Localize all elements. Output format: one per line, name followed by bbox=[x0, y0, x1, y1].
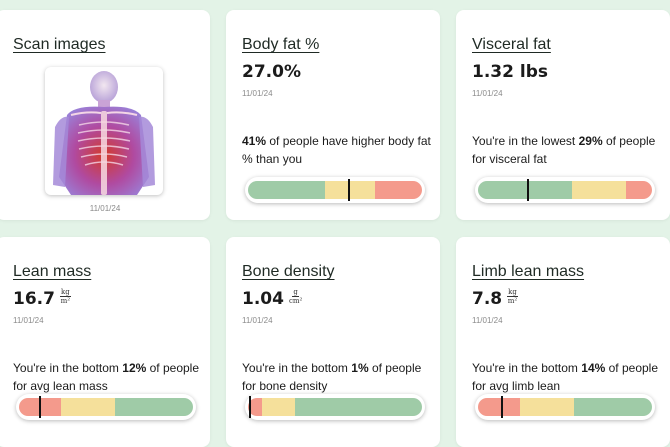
visceral-fat-range-bar bbox=[475, 177, 655, 203]
limb-lean-mass-desc-post: of people for avg limb lean bbox=[472, 361, 659, 393]
range-bar-track bbox=[19, 398, 193, 416]
lean-mass-card: Lean mass 16.7 kg m² 11/01/24 You're in … bbox=[0, 237, 210, 447]
range-bar-segment bbox=[261, 398, 295, 416]
visceral-fat-card: Visceral fat 1.32 lbs 11/01/24 You're in… bbox=[456, 10, 670, 220]
limb-lean-mass-link[interactable]: Limb lean mass bbox=[472, 263, 585, 280]
limb-lean-mass-date: 11/01/24 bbox=[472, 316, 503, 325]
range-bar-marker bbox=[38, 396, 41, 418]
scan-images-link[interactable]: Scan images bbox=[13, 36, 106, 53]
lean-mass-desc-percent: 12% bbox=[122, 361, 147, 375]
lean-mass-unit-den: m² bbox=[60, 297, 71, 305]
bone-density-value: 1.04 g cm² bbox=[242, 288, 302, 309]
scan-images-card: Scan images bbox=[0, 10, 210, 220]
visceral-fat-desc-post: of people for visceral fat bbox=[472, 134, 656, 166]
lean-mass-desc-pre: You're in the bottom bbox=[13, 361, 123, 375]
body-fat-value: 27.0% bbox=[242, 62, 301, 82]
body-fat-range-bar bbox=[245, 177, 425, 203]
bone-density-link[interactable]: Bone density bbox=[242, 263, 335, 280]
bone-density-unit-num: g bbox=[292, 288, 299, 297]
bone-density-desc-percent: 1% bbox=[351, 361, 369, 375]
bone-density-range-bar bbox=[245, 394, 425, 420]
lean-mass-desc-post: of people for avg lean mass bbox=[13, 361, 200, 393]
range-bar-segment bbox=[248, 181, 325, 199]
range-bar-track bbox=[478, 398, 652, 416]
body-fat-value-text: 27.0% bbox=[242, 62, 301, 82]
limb-lean-mass-desc-pre: You're in the bottom bbox=[472, 361, 582, 375]
limb-lean-mass-value-text: 7.8 bbox=[472, 289, 503, 309]
visceral-fat-value: 1.32 lbs bbox=[472, 62, 548, 82]
limb-lean-mass-card: Limb lean mass 7.8 kg m² 11/01/24 You're… bbox=[456, 237, 670, 447]
lean-mass-value: 16.7 kg m² bbox=[13, 288, 71, 309]
bone-density-description: You're in the bottom 1% of people for bo… bbox=[242, 359, 437, 395]
range-bar-segment bbox=[248, 398, 262, 416]
range-bar-segment bbox=[519, 398, 574, 416]
lean-mass-unit: kg m² bbox=[59, 288, 71, 305]
limb-lean-mass-unit-den: m² bbox=[507, 297, 518, 305]
range-bar-marker bbox=[347, 179, 350, 201]
limb-lean-mass-value: 7.8 kg m² bbox=[472, 288, 518, 309]
bone-density-value-text: 1.04 bbox=[242, 289, 284, 309]
body-fat-desc-post: of people have higher body fat % than yo… bbox=[242, 134, 431, 166]
range-bar-marker bbox=[501, 396, 504, 418]
body-scan-image[interactable] bbox=[45, 67, 163, 195]
bone-density-card: Bone density 1.04 g cm² 11/01/24 You're … bbox=[226, 237, 440, 447]
lean-mass-date: 11/01/24 bbox=[13, 316, 44, 325]
range-bar-segment bbox=[478, 181, 572, 199]
lean-mass-unit-num: kg bbox=[59, 288, 71, 297]
range-bar-marker bbox=[527, 179, 530, 201]
limb-lean-mass-unit-num: kg bbox=[507, 288, 518, 297]
lean-mass-description: You're in the bottom 12% of people for a… bbox=[13, 359, 208, 395]
limb-lean-mass-range-bar bbox=[475, 394, 655, 420]
range-bar-segment bbox=[60, 398, 115, 416]
body-fat-date: 11/01/24 bbox=[242, 89, 273, 98]
bone-density-desc-post: of people for bone density bbox=[242, 361, 422, 393]
range-bar-segment bbox=[294, 398, 422, 416]
body-fat-desc-percent: 41% bbox=[242, 134, 267, 148]
visceral-fat-desc-percent: 29% bbox=[578, 134, 603, 148]
range-bar-track bbox=[478, 181, 652, 199]
lean-mass-link[interactable]: Lean mass bbox=[13, 263, 92, 280]
visceral-fat-desc-pre: You're in the lowest bbox=[472, 134, 579, 148]
range-bar-track bbox=[248, 398, 422, 416]
bone-density-unit-den: cm² bbox=[288, 297, 303, 305]
body-scan-icon bbox=[53, 71, 155, 195]
limb-lean-mass-description: You're in the bottom 14% of people for a… bbox=[472, 359, 667, 395]
bone-density-date: 11/01/24 bbox=[242, 316, 273, 325]
range-bar-marker bbox=[248, 396, 251, 418]
range-bar-segment bbox=[114, 398, 193, 416]
body-fat-description: 41% of people have higher body fat % tha… bbox=[242, 132, 437, 168]
scan-date: 11/01/24 bbox=[89, 204, 121, 213]
visceral-fat-value-text: 1.32 lbs bbox=[472, 62, 548, 82]
bone-density-desc-pre: You're in the bottom bbox=[242, 361, 352, 375]
visceral-fat-description: You're in the lowest 29% of people for v… bbox=[472, 132, 667, 168]
body-fat-card: Body fat % 27.0% 11/01/24 41% of people … bbox=[226, 10, 440, 220]
limb-lean-mass-unit: kg m² bbox=[507, 288, 518, 305]
range-bar-segment bbox=[573, 398, 652, 416]
visceral-fat-date: 11/01/24 bbox=[472, 89, 503, 98]
range-bar-segment bbox=[375, 181, 422, 199]
lean-mass-value-text: 16.7 bbox=[13, 289, 55, 309]
bone-density-unit: g cm² bbox=[289, 288, 302, 305]
limb-lean-mass-desc-percent: 14% bbox=[581, 361, 606, 375]
range-bar-segment bbox=[478, 398, 520, 416]
lean-mass-range-bar bbox=[16, 394, 196, 420]
visceral-fat-link[interactable]: Visceral fat bbox=[472, 36, 551, 53]
range-bar-segment bbox=[625, 181, 652, 199]
body-fat-link[interactable]: Body fat % bbox=[242, 36, 320, 53]
range-bar-track bbox=[248, 181, 422, 199]
range-bar-segment bbox=[571, 181, 626, 199]
